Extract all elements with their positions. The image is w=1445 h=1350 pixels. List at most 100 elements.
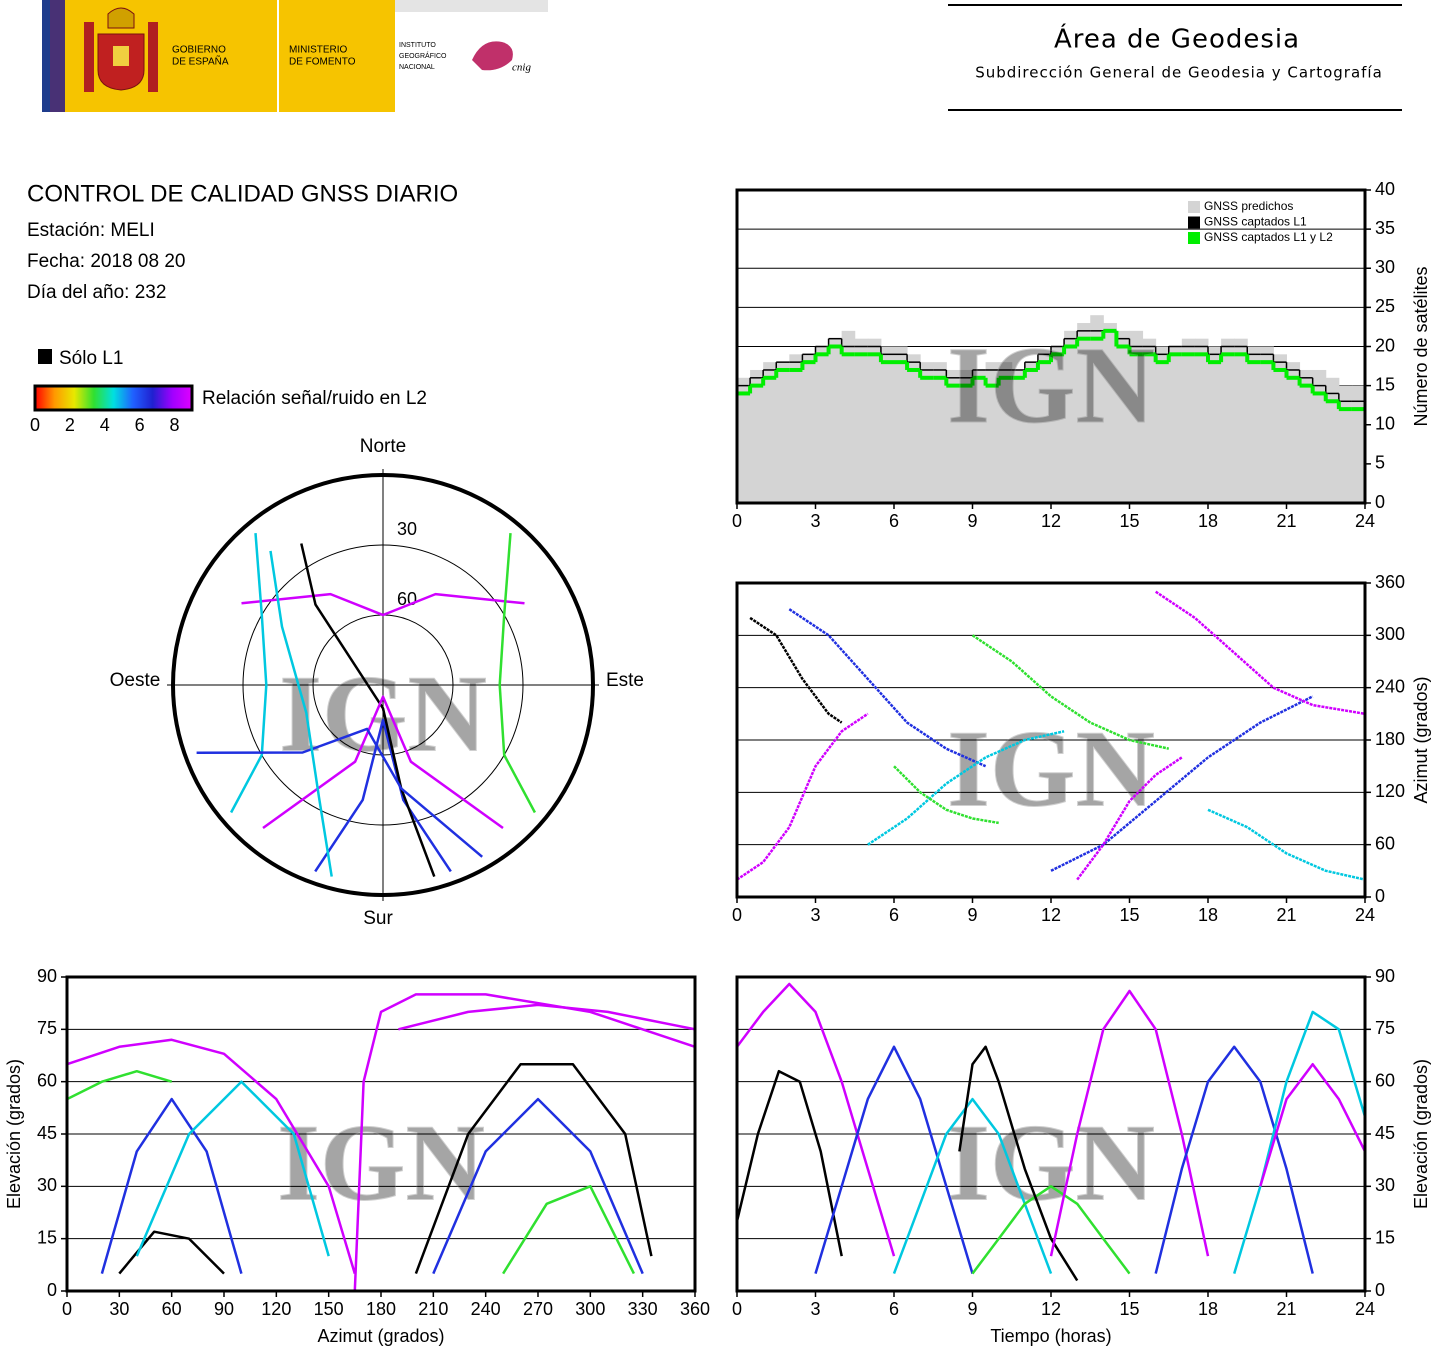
- y-tick-label: 30: [1375, 257, 1395, 277]
- satellite-track: [498, 533, 537, 814]
- predicted-bar: [880, 346, 895, 503]
- satellite-track: [867, 730, 1065, 846]
- satellite-track: [1233, 1010, 1365, 1274]
- y-tick-label: 90: [37, 966, 57, 986]
- y-tick-label: 75: [1375, 1018, 1395, 1038]
- satellite-track: [353, 993, 695, 1291]
- satellite-track: [414, 1062, 653, 1275]
- y-axis-label: Número de satélites: [1411, 266, 1431, 426]
- legend-label: GNSS predichos: [1204, 199, 1293, 213]
- colorbar: [33, 384, 194, 412]
- x-tick-label: 12: [1041, 905, 1061, 925]
- predicted-bar: [933, 362, 947, 503]
- satellite-track: [814, 1045, 974, 1274]
- satellite-track: [196, 727, 484, 858]
- satellite-track: [118, 1230, 225, 1275]
- predicted-bar: [1129, 330, 1144, 503]
- x-tick-label: 210: [418, 1299, 448, 1319]
- tracks: [196, 533, 537, 878]
- watermark: IGN: [277, 1101, 485, 1223]
- header-subtitle: Subdirección General de Geodesia y Carto…: [975, 64, 1383, 82]
- predicted-bar: [1247, 346, 1261, 503]
- predicted-bar: [1103, 323, 1117, 503]
- predicted-bar: [1011, 369, 1026, 503]
- x-tick-label: 90: [214, 1299, 234, 1319]
- y-tick-label: 20: [1375, 335, 1395, 355]
- x-tick-label: 150: [314, 1299, 344, 1319]
- predicted-bar: [1273, 354, 1287, 503]
- direction-label: Este: [606, 670, 644, 691]
- plot-frame: [735, 188, 1367, 505]
- x-tick-label: 120: [261, 1299, 291, 1319]
- predicted-bar: [1194, 338, 1209, 503]
- colorbar-tick-label: 0: [30, 415, 40, 435]
- y-tick-label: 240: [1375, 676, 1405, 696]
- x-tick-label: 360: [680, 1299, 710, 1319]
- predicted-bar: [1051, 346, 1065, 503]
- y-tick-label: 45: [1375, 1123, 1395, 1143]
- y-tick-label: 75: [37, 1018, 57, 1038]
- x-tick-label: 18: [1198, 905, 1218, 925]
- predicted-bar: [1090, 315, 1104, 503]
- y-tick-label: 10: [1375, 414, 1395, 434]
- y-axis-label: Elevación (grados): [4, 1059, 24, 1209]
- satellite-track: [1049, 989, 1210, 1257]
- satellite-track: [737, 982, 896, 1257]
- y-tick-label: 60: [37, 1070, 57, 1090]
- l1-legend: Sólo L1: [59, 348, 123, 369]
- y-tick-label: 15: [1375, 374, 1395, 394]
- colorbar-tick-label: 4: [100, 415, 110, 435]
- satellite-track: [1155, 590, 1365, 716]
- x-tick-label: 21: [1276, 511, 1296, 531]
- predicted-bar: [1024, 362, 1039, 503]
- predicted-bar: [1312, 369, 1327, 503]
- gobierno-block: [65, 0, 277, 112]
- x-tick-label: 12: [1041, 1299, 1061, 1319]
- plot-frame: [735, 975, 1367, 1293]
- predicted-bar: [854, 338, 869, 503]
- satellite-track: [788, 608, 987, 768]
- logo-text: INSTITUTO: [399, 42, 436, 49]
- predicted-bar: [1299, 369, 1314, 503]
- plot-frame: [735, 581, 1367, 899]
- predicted-bar: [1351, 385, 1366, 503]
- predicted-bar: [1116, 330, 1130, 503]
- y-tick-label: 45: [37, 1123, 57, 1143]
- x-tick-label: 24: [1355, 511, 1375, 531]
- legend-swatch: [1188, 201, 1200, 213]
- report-line: Día del año: 232: [27, 282, 166, 303]
- y-tick-label: 60: [1375, 1070, 1395, 1090]
- satellite-track: [502, 1185, 636, 1275]
- logo-text: NACIONAL: [399, 64, 435, 71]
- x-axis-label: Tiempo (horas): [990, 1326, 1111, 1346]
- y-tick-label: 25: [1375, 296, 1395, 316]
- y-tick-label: 90: [1375, 966, 1395, 986]
- logo-text: DE FOMENTO: [289, 57, 356, 68]
- predicted-bar: [828, 338, 843, 503]
- ministerio-block: [279, 0, 395, 112]
- x-tick-label: 0: [62, 1299, 72, 1319]
- y-tick-label: 360: [1375, 572, 1405, 592]
- predicted-bar: [802, 354, 816, 503]
- y-tick-label: 5: [1375, 453, 1385, 473]
- y-tick-label: 300: [1375, 624, 1405, 644]
- coat-of-arms: [84, 7, 158, 92]
- y-tick-label: 35: [1375, 218, 1395, 238]
- x-tick-label: 6: [889, 905, 899, 925]
- logo-text: GOBIERNO: [172, 45, 226, 56]
- predicted-bar: [841, 330, 856, 503]
- x-tick-label: 9: [967, 1299, 977, 1319]
- y-tick-label: 60: [1375, 833, 1395, 853]
- logo-text: MINISTERIO: [289, 45, 348, 56]
- x-tick-label: 15: [1119, 905, 1139, 925]
- x-tick-label: 3: [810, 1299, 820, 1319]
- satellite-track: [262, 695, 504, 830]
- x-tick-label: 21: [1276, 1299, 1296, 1319]
- predicted-bar: [1064, 330, 1078, 503]
- x-tick-label: 12: [1041, 511, 1061, 531]
- x-tick-label: 15: [1119, 1299, 1139, 1319]
- logo-text: GEOGRÁFICO: [399, 51, 447, 60]
- x-tick-label: 24: [1355, 905, 1375, 925]
- y-tick-label: 40: [1375, 179, 1395, 199]
